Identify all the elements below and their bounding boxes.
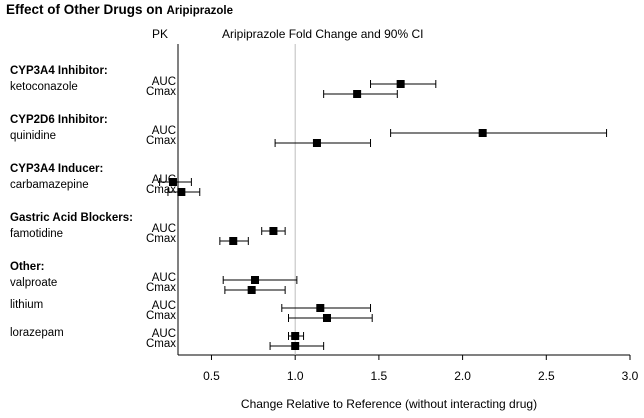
drug-label: ketoconazole <box>10 81 78 93</box>
point-estimate <box>247 286 256 294</box>
point-estimate <box>177 188 186 196</box>
point-estimate <box>291 342 300 350</box>
point-estimate <box>291 332 300 340</box>
point-estimate <box>269 227 278 235</box>
drug-label: lorazepam <box>10 327 64 339</box>
x-tick-label: 3.0 <box>622 369 639 383</box>
pk-label: Cmax <box>145 282 176 294</box>
drug-label: famotidine <box>10 228 64 240</box>
drug-label: quinidine <box>10 130 57 142</box>
drug-label: lithium <box>10 299 44 311</box>
group-label: Other: <box>10 261 45 273</box>
pk-label: Cmax <box>145 233 176 245</box>
x-tick-label: 2.5 <box>538 369 555 383</box>
pk-label: AUC <box>151 300 176 312</box>
x-tick-label: 1.0 <box>287 369 304 383</box>
point-estimate <box>312 139 321 147</box>
group-label: CYP3A4 Inhibitor: <box>10 65 108 77</box>
pk-label: AUC <box>151 328 176 340</box>
x-tick-label: 0.5 <box>203 369 220 383</box>
point-estimate <box>316 304 325 312</box>
point-estimate <box>396 80 405 88</box>
point-estimate <box>353 90 362 98</box>
group-label: CYP2D6 Inhibitor: <box>10 114 108 126</box>
point-estimate <box>322 314 331 322</box>
pk-label: Cmax <box>145 135 176 147</box>
pk-label: Cmax <box>145 310 176 322</box>
point-estimate <box>229 237 238 245</box>
plot-title: Aripiprazole Fold Change and 90% CI <box>222 27 424 41</box>
point-estimate <box>168 178 177 186</box>
pk-label: AUC <box>151 125 176 137</box>
group-label: CYP3A4 Inducer: <box>10 163 104 175</box>
point-estimate <box>478 129 487 137</box>
x-axis-label: Change Relative to Reference (without in… <box>240 397 538 411</box>
chart-title-drug: Aripiprazole <box>166 5 233 17</box>
x-tick-label: 1.5 <box>371 369 388 383</box>
pk-label: AUC <box>151 223 176 235</box>
group-label: Gastric Acid Blockers: <box>10 212 133 224</box>
drug-label: carbamazepine <box>10 179 89 191</box>
pk-label: Cmax <box>145 86 176 98</box>
x-tick-label: 2.0 <box>454 369 471 383</box>
drug-label: valproate <box>10 277 58 289</box>
point-estimate <box>251 276 260 284</box>
pk-column-header: PK <box>152 27 169 41</box>
chart-title: Effect of Other Drugs on Aripiprazole <box>6 2 233 17</box>
pk-label: Cmax <box>145 338 176 350</box>
pk-label: Cmax <box>145 184 176 196</box>
pk-label: AUC <box>151 76 176 88</box>
chart-title-text: Effect of Other Drugs on <box>6 2 163 17</box>
pk-label: AUC <box>151 272 176 284</box>
